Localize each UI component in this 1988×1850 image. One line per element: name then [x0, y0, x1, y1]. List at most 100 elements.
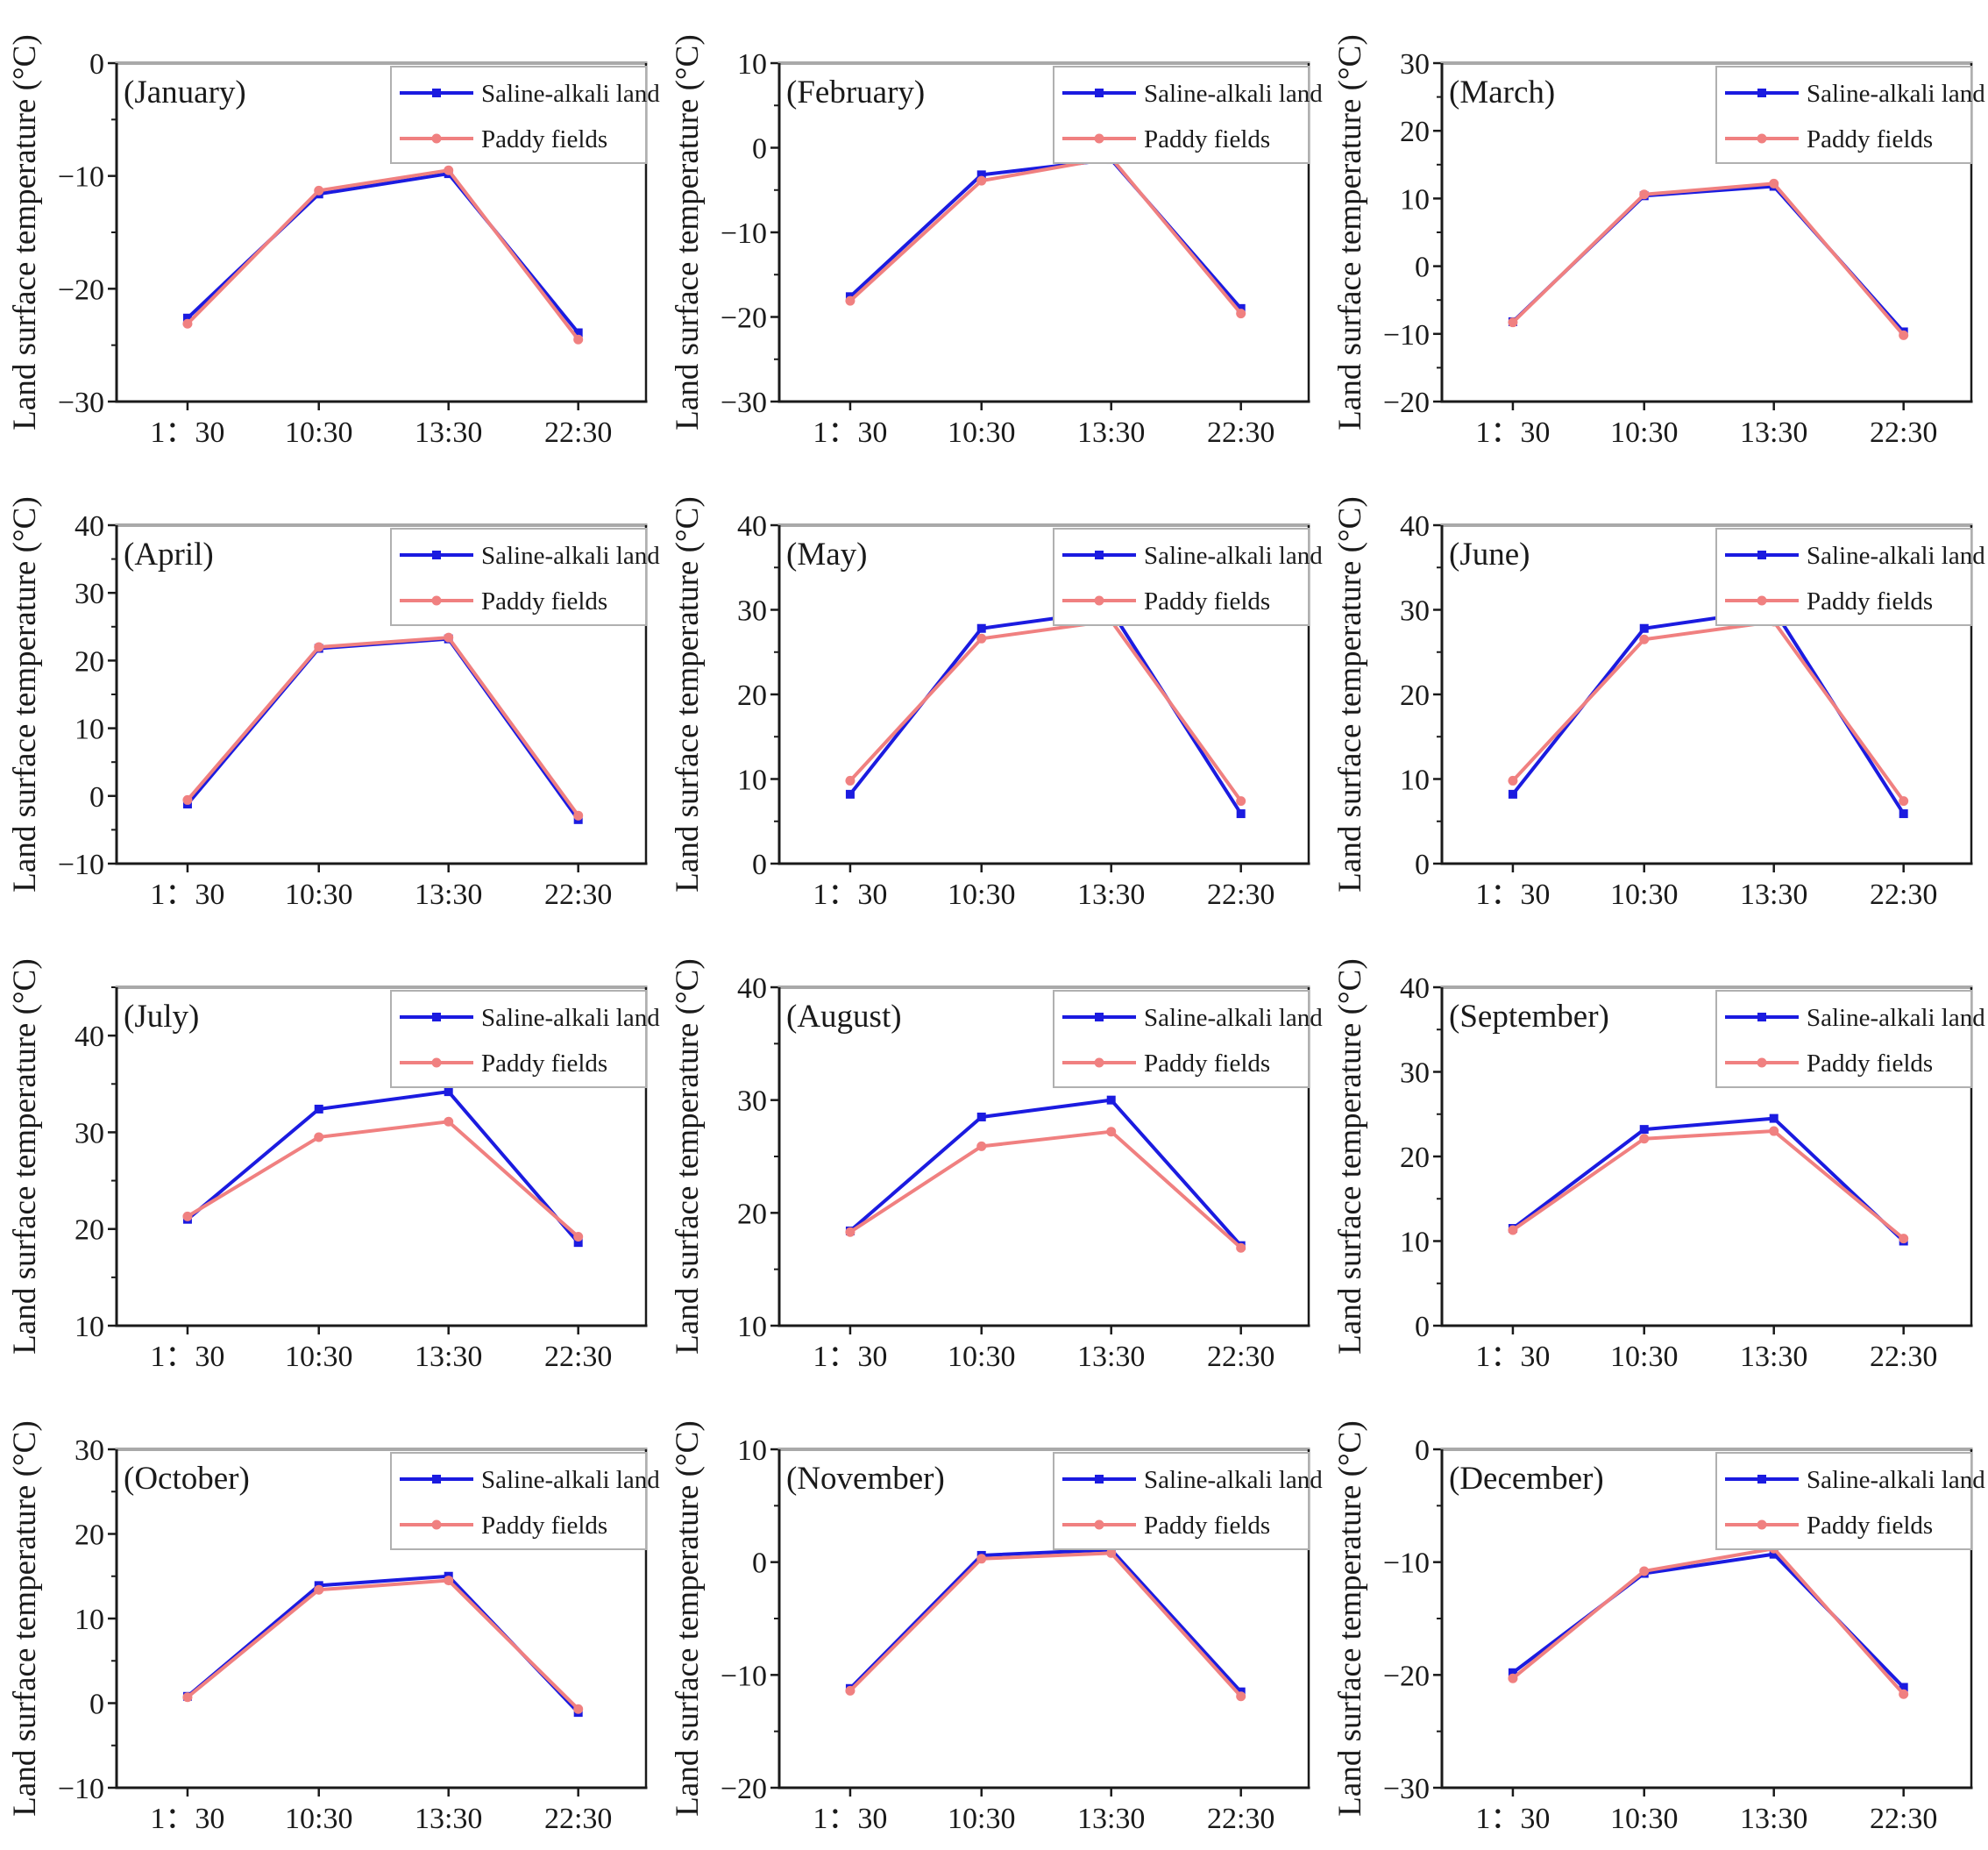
y-tick-label: 30	[737, 595, 767, 628]
legend-marker-paddy	[1757, 133, 1767, 144]
x-tick-label: 10:30	[1610, 1341, 1678, 1373]
chart-july-svg: Land surface temperature (°C) 10 20 30 40 1：3…	[7, 958, 660, 1373]
legend-marker-saline	[1095, 551, 1104, 559]
y-tick-label: 20	[75, 1214, 104, 1247]
chart-title: (February)	[786, 75, 925, 110]
marker-paddy-fields	[1899, 1689, 1909, 1699]
legend-entry-paddy: Paddy fields	[1725, 125, 1933, 153]
marker-saline-alkali-land	[1236, 303, 1246, 313]
x-tick-label: 1：30	[1475, 1803, 1550, 1835]
legend-label-saline: Saline-alkali land	[1144, 80, 1323, 108]
chart-february-svg: Land surface temperature (°C) −30 −20 −10 0 1…	[670, 34, 1323, 449]
marker-paddy-fields	[1639, 1566, 1650, 1576]
legend-marker-paddy	[1757, 595, 1767, 606]
marker-paddy-fields	[1639, 1134, 1650, 1144]
marker-paddy-fields	[1508, 317, 1518, 328]
marker-paddy-fields	[444, 1576, 454, 1586]
marker-saline-alkali-land	[1508, 789, 1517, 799]
y-tick-label: −10	[1383, 319, 1430, 352]
series-line-paddy-fields	[848, 1551, 1243, 1698]
series-line-paddy-fields	[186, 636, 580, 817]
legend-box: Saline-alkali land Paddy fields	[1715, 990, 1985, 1088]
y-axis-label: Land surface temperature (°C)	[7, 958, 43, 1354]
legend-marker-paddy	[1757, 1519, 1767, 1530]
marker-paddy-fields	[444, 632, 454, 643]
x-tick-label: 1：30	[1475, 1341, 1550, 1373]
y-tick-label: 10	[1400, 765, 1430, 797]
legend-entry-paddy: Paddy fields	[1062, 1050, 1270, 1078]
legend-label-paddy: Paddy fields	[481, 1050, 607, 1078]
legend-box: Saline-alkali land Paddy fields	[1053, 990, 1323, 1088]
x-tick-label: 22:30	[1207, 879, 1274, 911]
y-axis-label: Land surface temperature (°C)	[670, 1420, 706, 1816]
marker-saline-alkali-land	[1769, 1114, 1779, 1123]
series-line-saline-alkali-land	[186, 1090, 580, 1244]
chart-title: (April)	[124, 537, 214, 573]
legend-frame	[1715, 1452, 1972, 1550]
legend-label-saline: Saline-alkali land	[1144, 542, 1323, 570]
chart-title: (August)	[786, 999, 902, 1035]
y-tick-label: 10	[75, 714, 104, 746]
x-tick-label: 13:30	[415, 879, 482, 911]
marker-paddy-fields	[1236, 1242, 1246, 1253]
marker-paddy-fields	[573, 1704, 584, 1714]
legend-entry-saline: Saline-alkali land	[1062, 1466, 1323, 1494]
series-line-saline-alkali-land	[848, 1548, 1243, 1693]
y-tick-label: −20	[58, 274, 104, 306]
legend-label-paddy: Paddy fields	[1807, 587, 1933, 615]
y-tick-label: 30	[1400, 48, 1430, 81]
x-tick-label: 10:30	[285, 1341, 352, 1373]
x-tick-label: 13:30	[1077, 879, 1145, 911]
marker-saline-alkali-land	[976, 623, 986, 633]
marker-paddy-fields	[1508, 1673, 1518, 1683]
legend-label-paddy: Paddy fields	[1144, 587, 1270, 615]
legend-frame	[390, 990, 647, 1088]
y-tick-label: −20	[721, 302, 767, 335]
chart-january-svg: Land surface temperature (°C) −30 −20 −10 0 1…	[7, 34, 660, 449]
marker-paddy-fields	[573, 1232, 584, 1242]
legend-entry-saline: Saline-alkali land	[400, 1466, 660, 1494]
chart-june-svg: Land surface temperature (°C) 0 10 20 30 40 1：…	[1332, 496, 1985, 911]
x-tick-label: 13:30	[1740, 1341, 1807, 1373]
marker-paddy-fields	[1899, 796, 1909, 807]
marker-paddy-fields	[1639, 189, 1650, 200]
legend-entry-paddy: Paddy fields	[400, 587, 607, 615]
x-tick-label: 1：30	[150, 1341, 224, 1373]
y-tick-label: 20	[1400, 680, 1430, 712]
y-axis-label: Land surface temperature (°C)	[1332, 496, 1368, 892]
x-tick-label: 13:30	[1077, 1341, 1145, 1373]
y-axis-label: Land surface temperature (°C)	[1332, 1420, 1368, 1816]
legend-marker-paddy	[431, 1057, 442, 1068]
chart-title: (May)	[786, 537, 867, 573]
legend-label-paddy: Paddy fields	[481, 125, 607, 153]
marker-saline-alkali-land	[1769, 1549, 1779, 1559]
x-tick-label: 22:30	[544, 1803, 612, 1835]
y-tick-label: 10	[75, 1604, 104, 1636]
x-tick-label: 10:30	[1610, 416, 1678, 449]
marker-paddy-fields	[182, 1692, 193, 1703]
marker-saline-alkali-land	[976, 170, 986, 180]
chart-may: Land surface temperature (°C) 0 10 20 30 40 1：…	[663, 462, 1325, 924]
y-tick-label: −30	[721, 387, 767, 419]
series-line-paddy-fields	[848, 619, 1243, 802]
chart-july: Land surface temperature (°C) 10 20 30 40 1：3…	[0, 924, 663, 1386]
x-tick-label: 22:30	[544, 416, 612, 449]
legend-box: Saline-alkali land Paddy fields	[1053, 528, 1323, 626]
y-tick-label: 10	[737, 1434, 767, 1467]
series-line-paddy-fields	[186, 1578, 580, 1711]
marker-saline-alkali-land	[314, 1104, 323, 1114]
legend-marker-saline	[432, 89, 441, 97]
x-tick-label: 10:30	[1610, 879, 1678, 911]
legend-marker-saline	[1757, 1475, 1766, 1484]
chart-november: Land surface temperature (°C) −20 −10 0 10 1：…	[663, 1386, 1325, 1848]
chart-february: Land surface temperature (°C) −30 −20 −10 0 1…	[663, 0, 1325, 462]
y-tick-label: 40	[737, 972, 767, 1005]
y-tick-label: 40	[1400, 510, 1430, 543]
series-line-paddy-fields	[1511, 620, 1906, 802]
y-tick-label: 40	[75, 510, 104, 543]
x-tick-label: 1：30	[1475, 416, 1550, 449]
legend-marker-paddy	[431, 1519, 442, 1530]
x-tick-label: 10:30	[285, 1803, 352, 1835]
legend-entry-saline: Saline-alkali land	[1725, 80, 1985, 108]
